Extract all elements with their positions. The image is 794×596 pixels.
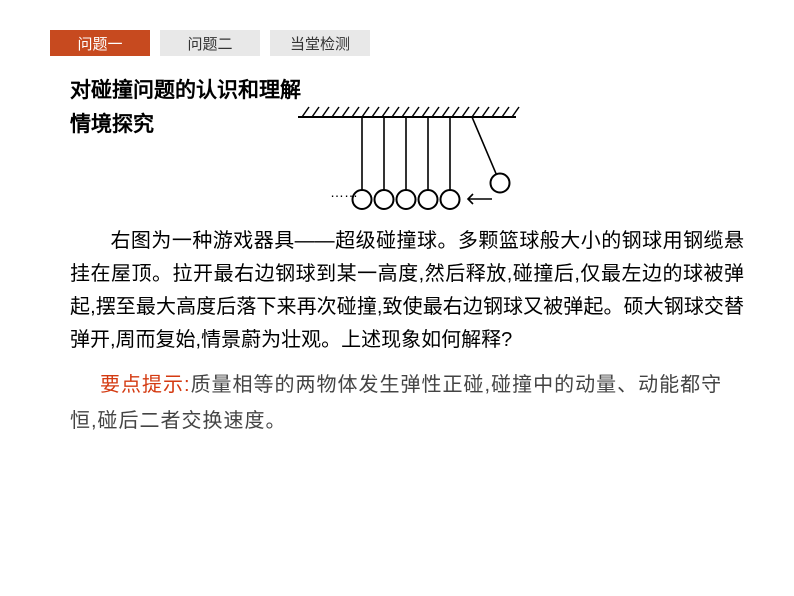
body-text: 右图为一种游戏器具——超级碰撞球。多颗篮球般大小的钢球用钢缆悬挂在屋顶。拉开最右… <box>70 230 744 351</box>
hint-paragraph: 要点提示:质量相等的两物体发生弹性正碰,碰撞中的动量、动能都守恒,碰后二者交换速… <box>70 367 744 439</box>
content-area: 对碰撞问题的认识和理解 情境探究 …… 右图为一种游戏器具——超级碰撞球。多颗篮… <box>0 56 794 439</box>
tab-quiz[interactable]: 当堂检测 <box>270 30 370 56</box>
tab-bar: 问题一 问题二 当堂检测 <box>0 0 794 56</box>
body-paragraph: 右图为一种游戏器具——超级碰撞球。多颗篮球般大小的钢球用钢缆悬挂在屋顶。拉开最右… <box>70 225 744 357</box>
diagram-container: …… <box>70 105 744 215</box>
section-title: 对碰撞问题的认识和理解 <box>70 74 744 108</box>
tab-question-2[interactable]: 问题二 <box>160 30 260 56</box>
tab-question-1[interactable]: 问题一 <box>50 30 150 56</box>
newtons-cradle-diagram: …… <box>292 105 522 215</box>
hint-label: 要点提示: <box>100 374 191 396</box>
svg-text:……: …… <box>330 184 358 200</box>
